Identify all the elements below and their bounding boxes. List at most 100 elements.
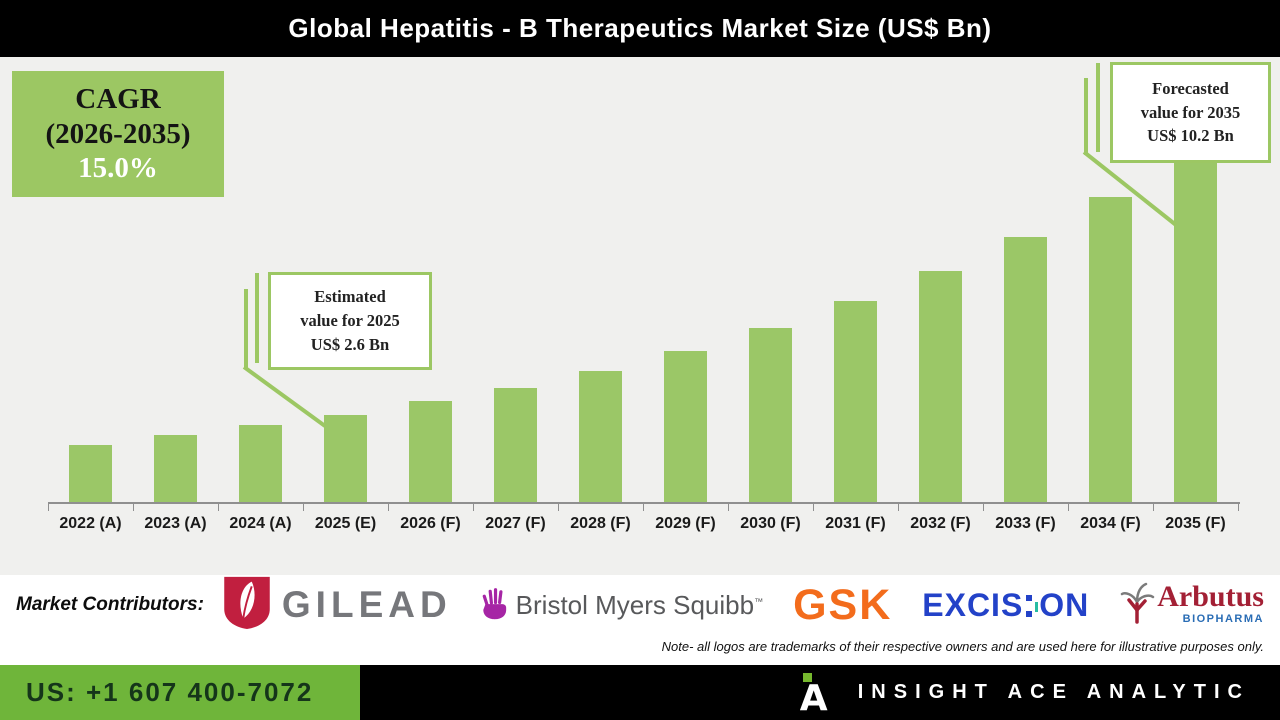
bar-slot	[133, 150, 218, 502]
x-axis-tick	[48, 504, 49, 511]
x-axis-tick	[813, 504, 814, 511]
trademark-symbol: ™	[754, 595, 764, 606]
bar-2026 (F)	[409, 401, 452, 502]
arbutus-subtext: BIOPHARMA	[1182, 612, 1264, 625]
arbutus-tree-icon	[1119, 582, 1155, 629]
bar-2031 (F)	[834, 301, 877, 502]
chart-area: CAGR (2026-2035) 15.0% 2022 (A) 2023 (A) 2…	[0, 57, 1280, 575]
brand-name: INSIGHT ACE ANALYTIC	[857, 681, 1250, 703]
x-axis-tick	[303, 504, 304, 511]
x-axis-tick	[983, 504, 984, 511]
x-axis-tick	[388, 504, 389, 511]
excision-stylized-i-icon	[1026, 595, 1033, 617]
cagr-label: CAGR	[75, 82, 161, 115]
bar-slot	[558, 150, 643, 502]
x-axis-labels: 2022 (A) 2023 (A) 2024 (A) 2025 (E) 2026 (F)…	[48, 515, 1238, 533]
x-axis-label: 2028 (F)	[570, 515, 631, 532]
contributors-row: Market Contributors: GILEAD	[16, 575, 1264, 635]
bar-2024 (A)	[239, 425, 282, 502]
x-axis-label: 2025 (E)	[314, 515, 377, 532]
bar-slot	[1153, 150, 1238, 502]
insight-ace-logo-icon: A	[800, 671, 830, 719]
bar-slot	[388, 150, 473, 502]
x-axis-label: 2031 (F)	[825, 515, 886, 532]
bar-2025 (E)	[324, 415, 367, 502]
bms-wordmark: Bristol Myers Squibb™	[515, 589, 764, 620]
excision-wordmark-right: ON	[1039, 586, 1090, 623]
bar-2032 (F)	[919, 271, 962, 502]
bar-slot	[218, 150, 303, 502]
arbutus-logo: Arbutus BIOPHARMA	[1119, 579, 1264, 629]
callout-line: value for 2025	[300, 311, 400, 331]
bar-2022 (A)	[69, 445, 112, 502]
bar-slot	[1068, 150, 1153, 502]
bar-2023 (A)	[154, 435, 197, 502]
bar-slot	[728, 150, 813, 502]
bar-slot	[473, 150, 558, 502]
bars-row	[48, 150, 1238, 502]
x-axis-ticks	[48, 504, 1239, 511]
callout-estimated: Estimated value for 2025 US$ 2.6 Bn	[268, 272, 432, 370]
excision-logo: EXCIS ON	[922, 587, 1089, 624]
x-axis-line	[48, 502, 1240, 504]
x-axis-label: 2027 (F)	[485, 515, 546, 532]
gsk-logo: GSK	[793, 581, 892, 630]
x-axis-tick	[1153, 504, 1154, 511]
bar-2033 (F)	[1004, 237, 1047, 502]
phone-number: US: +1 607 400-7072	[26, 677, 314, 707]
brand-mark-letter: A	[799, 677, 828, 719]
logos-row: GILEAD B	[222, 575, 1264, 635]
market-contributors-label: Market Contributors:	[16, 594, 204, 615]
callout-line: value for 2035	[1140, 102, 1241, 122]
x-axis-tick	[558, 504, 559, 511]
brand-green-square	[802, 672, 812, 682]
bar-2034 (F)	[1089, 197, 1132, 502]
x-axis-label: 2029 (F)	[655, 515, 716, 532]
bar-slot	[813, 150, 898, 502]
arbutus-wordmark: Arbutus	[1157, 579, 1264, 613]
x-axis-tick	[898, 504, 899, 511]
x-axis-tick	[133, 504, 134, 511]
x-axis-tick	[643, 504, 644, 511]
callout-value: US$ 2.6 Bn	[310, 334, 390, 354]
callout-value: US$ 10.2 Bn	[1147, 126, 1234, 146]
bar-2030 (F)	[749, 328, 792, 502]
x-axis-label: 2030 (F)	[740, 515, 801, 532]
cagr-box: CAGR (2026-2035) 15.0%	[12, 71, 224, 197]
page-title: Global Hepatitis - B Therapeutics Market…	[288, 13, 992, 43]
excision-teal-accent	[1035, 602, 1039, 612]
bar-2035 (F)	[1174, 160, 1217, 502]
bar-2027 (F)	[494, 388, 537, 502]
gilead-logo: GILEAD	[222, 575, 452, 635]
bar-slot	[303, 150, 388, 502]
x-axis-tick	[473, 504, 474, 511]
contributors-bar: Market Contributors: GILEAD	[0, 575, 1280, 665]
bms-hand-icon	[482, 586, 508, 625]
phone-badge: US: +1 607 400-7072	[0, 665, 360, 720]
bar-2029 (F)	[664, 351, 707, 502]
brand: A INSIGHT ACE ANALYTIC	[800, 665, 1250, 720]
footer-bar: US: +1 607 400-7072 A INSIGHT ACE ANALYT…	[0, 665, 1280, 720]
excision-wordmark-left: EXCIS	[922, 586, 1024, 623]
cagr-period: (2026-2035)	[45, 117, 191, 150]
header-bar: Global Hepatitis - B Therapeutics Market…	[0, 0, 1280, 57]
x-axis-label: 2026 (F)	[400, 515, 461, 532]
bar-2028 (F)	[579, 371, 622, 502]
x-axis-tick	[218, 504, 219, 511]
gsk-wordmark: GSK	[793, 580, 893, 629]
callout-forecasted: Forecasted value for 2035 US$ 10.2 Bn	[1110, 62, 1271, 163]
callout-line: Forecasted	[1152, 78, 1229, 98]
x-axis-label: 2035 (F)	[1165, 515, 1226, 532]
trademark-note: Note- all logos are trademarks of their …	[661, 639, 1264, 654]
x-axis-label: 2024 (A)	[229, 515, 292, 532]
bristol-myers-squibb-logo: Bristol Myers Squibb™	[482, 586, 763, 625]
x-axis-label: 2023 (A)	[144, 515, 207, 532]
gilead-wordmark: GILEAD	[281, 584, 452, 625]
bar-slot	[983, 150, 1068, 502]
bar-slot	[898, 150, 983, 502]
bar-slot	[643, 150, 728, 502]
x-axis-tick	[728, 504, 729, 511]
x-axis-label: 2032 (F)	[910, 515, 971, 532]
x-axis-label: 2034 (F)	[1080, 515, 1141, 532]
